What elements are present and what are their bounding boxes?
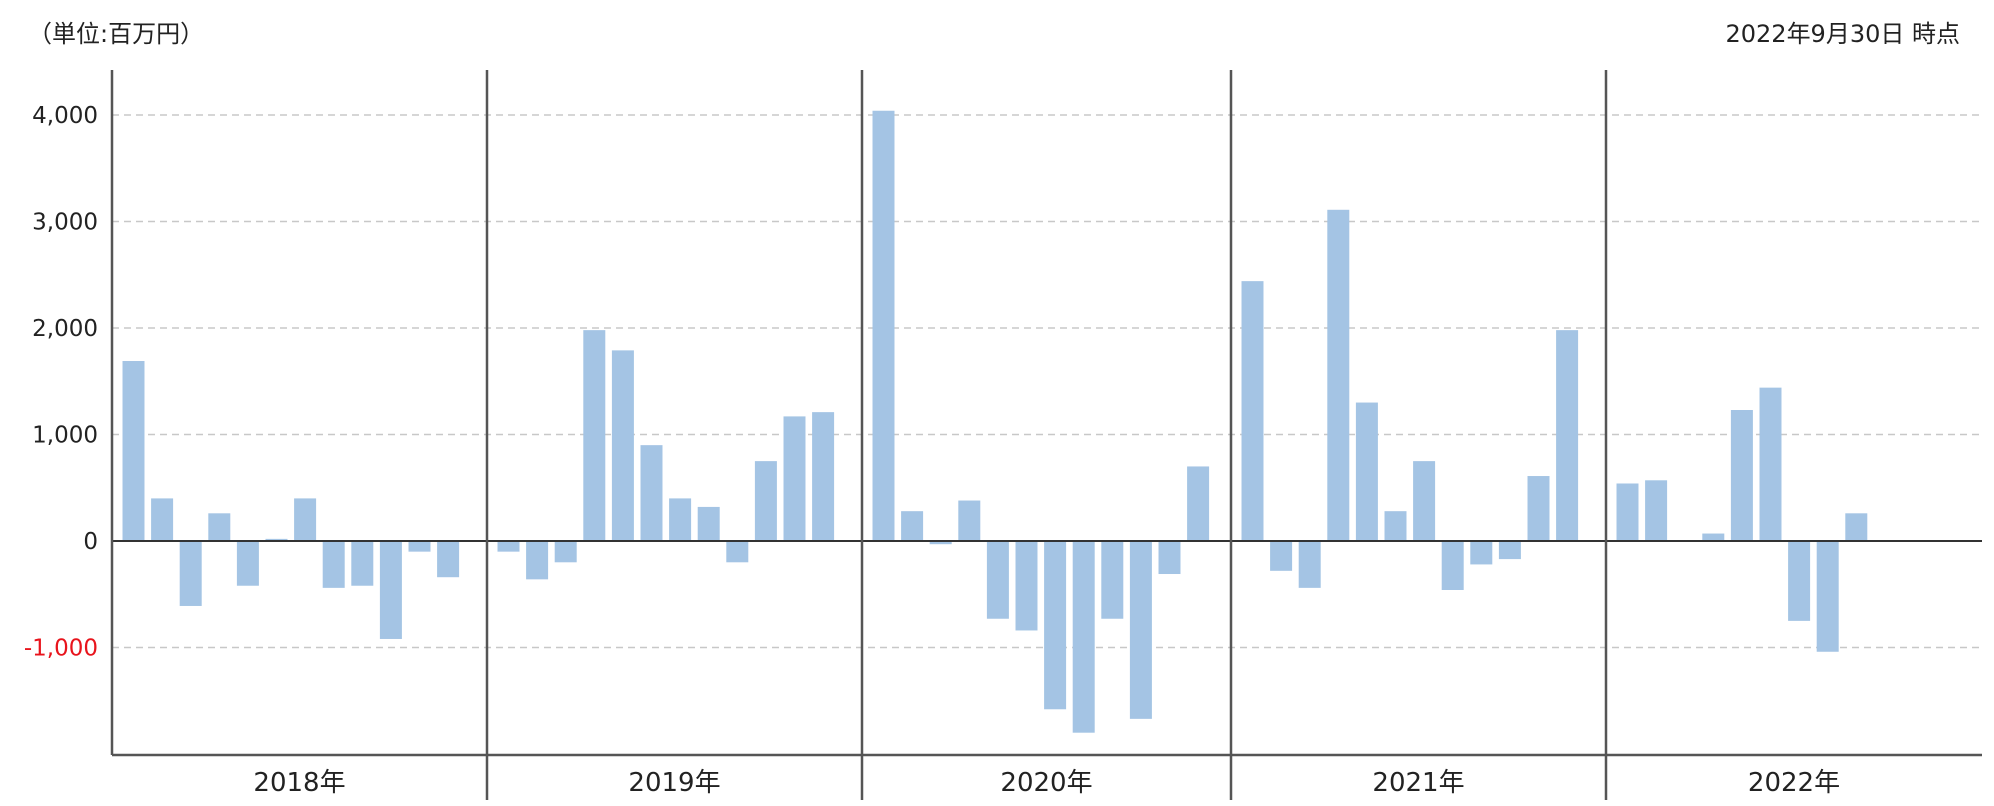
bar (1044, 541, 1067, 710)
bar (1730, 410, 1753, 541)
bar (554, 541, 577, 563)
tick-labels: 4,000 3,000 2,000 1,000 0 -1,000 2018年 2019年 202… (24, 103, 1840, 798)
bar (872, 110, 895, 542)
bar (1241, 281, 1264, 541)
bar (1498, 541, 1521, 560)
bar (611, 350, 634, 541)
bar (640, 445, 663, 541)
bar (379, 541, 402, 639)
bar (583, 330, 606, 541)
as-of-date-label: 2022年9月30日 時点 (1725, 20, 1960, 48)
bar (151, 498, 174, 541)
axes (110, 70, 1982, 800)
bar (1645, 480, 1668, 541)
x-tick-label-year: 2018年 (253, 768, 345, 798)
bar (1072, 541, 1095, 733)
bar (986, 541, 1009, 619)
bar (497, 541, 520, 552)
bar (408, 541, 431, 552)
x-tick-label-year: 2020年 (1000, 768, 1092, 798)
bar (1616, 483, 1639, 541)
y-tick-label: 1,000 (32, 423, 98, 449)
bar (1441, 541, 1464, 590)
x-tick-label-year: 2021年 (1372, 768, 1464, 798)
bar (958, 500, 981, 541)
bar (1101, 541, 1124, 619)
bars (122, 110, 1868, 733)
bar (1270, 541, 1293, 571)
x-tick-label-year: 2019年 (628, 768, 720, 798)
bar (812, 412, 835, 541)
bar (1759, 387, 1782, 541)
bar (526, 541, 549, 580)
bar (322, 541, 345, 588)
y-tick-label: -1,000 (24, 636, 98, 662)
bar (208, 513, 231, 541)
bar (122, 361, 145, 541)
y-tick-label: 4,000 (32, 103, 98, 129)
bar (236, 541, 259, 586)
bar (1788, 541, 1811, 621)
bar (1158, 541, 1181, 575)
bar (1845, 513, 1868, 541)
bar (1129, 541, 1152, 719)
bar (437, 541, 460, 578)
bar (726, 541, 749, 563)
x-tick-label-year: 2022年 (1748, 768, 1840, 798)
bar (1413, 461, 1436, 541)
bar (929, 541, 952, 545)
bar (754, 461, 777, 541)
bar (901, 511, 924, 541)
bar (669, 498, 692, 541)
bar (1355, 402, 1378, 541)
bar (265, 538, 288, 541)
y-tick-label: 2,000 (32, 316, 98, 342)
bar (697, 506, 720, 541)
bar (294, 498, 317, 541)
y-tick-label: 0 (83, 529, 98, 555)
bar (179, 541, 202, 606)
bar (1327, 209, 1350, 541)
bar (1816, 541, 1839, 652)
unit-label: （単位:百万円） (28, 20, 205, 48)
bar (351, 541, 374, 586)
bar (1470, 541, 1493, 565)
bar (1702, 533, 1725, 541)
bar (783, 416, 806, 541)
bar (1015, 541, 1038, 631)
bar (1187, 466, 1210, 541)
bar (1384, 511, 1407, 541)
bar (1556, 330, 1579, 541)
bar (1298, 541, 1321, 588)
y-tick-label: 3,000 (32, 210, 98, 236)
bar (1527, 476, 1550, 541)
